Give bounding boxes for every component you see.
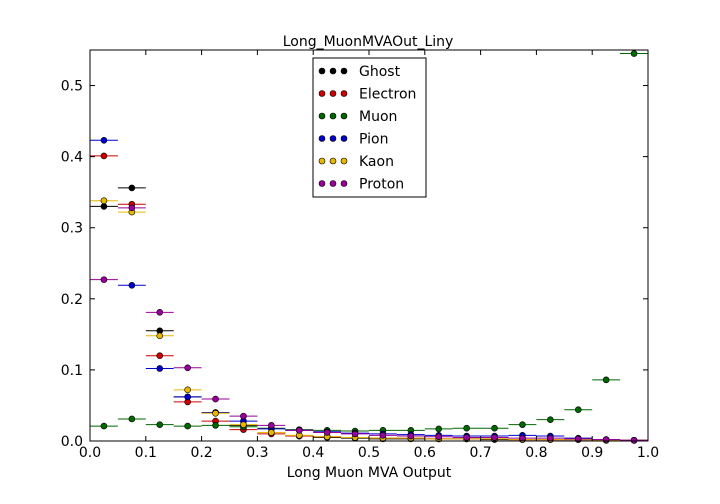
x-tick-label: 0.0 xyxy=(79,445,101,461)
legend-marker-kaon xyxy=(340,157,348,165)
legend-label-pion: Pion xyxy=(359,132,388,148)
proton-point xyxy=(268,422,275,429)
y-tick-label: 0.5 xyxy=(61,79,83,95)
y-tick-label: 0.0 xyxy=(61,434,83,450)
legend-marker-electron xyxy=(329,90,337,97)
legend-marker-muon xyxy=(329,112,337,120)
proton-point xyxy=(602,436,610,443)
legend-marker-proton xyxy=(329,180,337,187)
legend-marker-ghost xyxy=(318,67,326,75)
x-tick-label: 0.9 xyxy=(581,445,603,461)
proton-point xyxy=(379,432,387,439)
x-axis-label: Long Muon MVA Output xyxy=(287,465,452,481)
muon-point xyxy=(435,425,443,433)
muon-point xyxy=(519,421,526,428)
kaon-point xyxy=(156,332,164,340)
pion-point xyxy=(100,136,108,144)
legend-marker-pion xyxy=(340,135,348,142)
legend-label-proton: Proton xyxy=(359,177,404,193)
proton-point xyxy=(463,434,470,441)
muon-point xyxy=(128,415,136,423)
proton-point xyxy=(519,434,526,442)
proton-point xyxy=(323,429,331,436)
legend-marker-electron xyxy=(318,90,326,97)
legend-marker-muon xyxy=(318,112,326,120)
legend-marker-ghost xyxy=(340,67,348,75)
legend-label-ghost: Ghost xyxy=(359,64,401,80)
legend-label-electron: Electron xyxy=(359,87,416,103)
legend-marker-kaon xyxy=(329,157,337,165)
muon-point xyxy=(212,422,219,429)
proton-point xyxy=(240,412,247,420)
x-tick-label: 0.1 xyxy=(135,445,157,461)
proton-point xyxy=(100,276,108,283)
x-tick-label: 0.8 xyxy=(525,445,547,461)
muon-point xyxy=(491,424,498,432)
proton-point xyxy=(491,434,498,441)
electron-point xyxy=(156,352,164,359)
x-tick-label: 1.0 xyxy=(637,445,659,461)
legend-marker-proton xyxy=(340,180,348,187)
proton-point xyxy=(351,430,359,438)
muon-point xyxy=(547,416,554,423)
proton-point xyxy=(574,435,582,443)
pion-point xyxy=(184,393,191,401)
y-tick-label: 0.3 xyxy=(61,221,83,237)
x-tick-label: 0.4 xyxy=(302,445,324,461)
muon-point xyxy=(100,422,108,430)
series-proton xyxy=(90,204,648,444)
muon-point xyxy=(574,406,582,414)
x-tick-label: 0.3 xyxy=(246,445,268,461)
legend-marker-muon xyxy=(340,112,348,120)
proton-point xyxy=(128,204,136,212)
x-tick-label: 0.7 xyxy=(469,445,491,461)
x-tick-label: 0.2 xyxy=(190,445,212,461)
y-tick-label: 0.1 xyxy=(61,363,83,379)
kaon-point xyxy=(184,386,191,394)
pion-point xyxy=(128,282,136,289)
legend-marker-pion xyxy=(318,135,326,142)
muon-point xyxy=(630,50,638,57)
legend-label-kaon: Kaon xyxy=(359,154,394,170)
kaon-point xyxy=(240,421,247,428)
legend-frame xyxy=(312,57,427,198)
legend: Ghost Electron Muon Pion Kaon Proton xyxy=(312,57,427,198)
proton-point xyxy=(547,434,554,442)
proton-point xyxy=(156,309,164,316)
legend-label-muon: Muon xyxy=(359,109,397,125)
kaon-point xyxy=(212,409,219,417)
kaon-point xyxy=(268,429,275,436)
proton-point xyxy=(407,432,415,440)
legend-marker-kaon xyxy=(318,157,326,165)
proton-point xyxy=(435,433,443,441)
proton-point xyxy=(212,395,219,403)
proton-point xyxy=(630,436,638,444)
y-tick-label: 0.4 xyxy=(61,150,83,166)
muon-point xyxy=(602,376,610,384)
electron-point xyxy=(100,152,108,160)
ghost-point xyxy=(128,184,136,192)
legend-marker-pion xyxy=(329,135,337,142)
chart-title: Long_MuonMVAOut_Liny xyxy=(283,34,454,50)
x-tick-label: 0.5 xyxy=(358,445,380,461)
muon-point xyxy=(156,421,164,428)
legend-marker-proton xyxy=(318,180,326,187)
legend-marker-ghost xyxy=(329,67,337,75)
plot-area: 0.0 0.1 0.2 0.3 0.4 0.5 0.6 0.7 0.8 0.9 1.0 0.0 0.1 0… xyxy=(61,49,659,461)
x-tick-label: 0.6 xyxy=(414,445,436,461)
kaon-point xyxy=(100,197,108,205)
proton-point xyxy=(184,364,191,372)
muon-point xyxy=(184,422,191,430)
ghost-point xyxy=(100,203,108,210)
pion-point xyxy=(156,365,164,372)
y-tick-label: 0.2 xyxy=(61,292,83,308)
proton-point xyxy=(295,427,303,434)
legend-marker-electron xyxy=(340,90,348,97)
muon-point xyxy=(463,424,470,432)
